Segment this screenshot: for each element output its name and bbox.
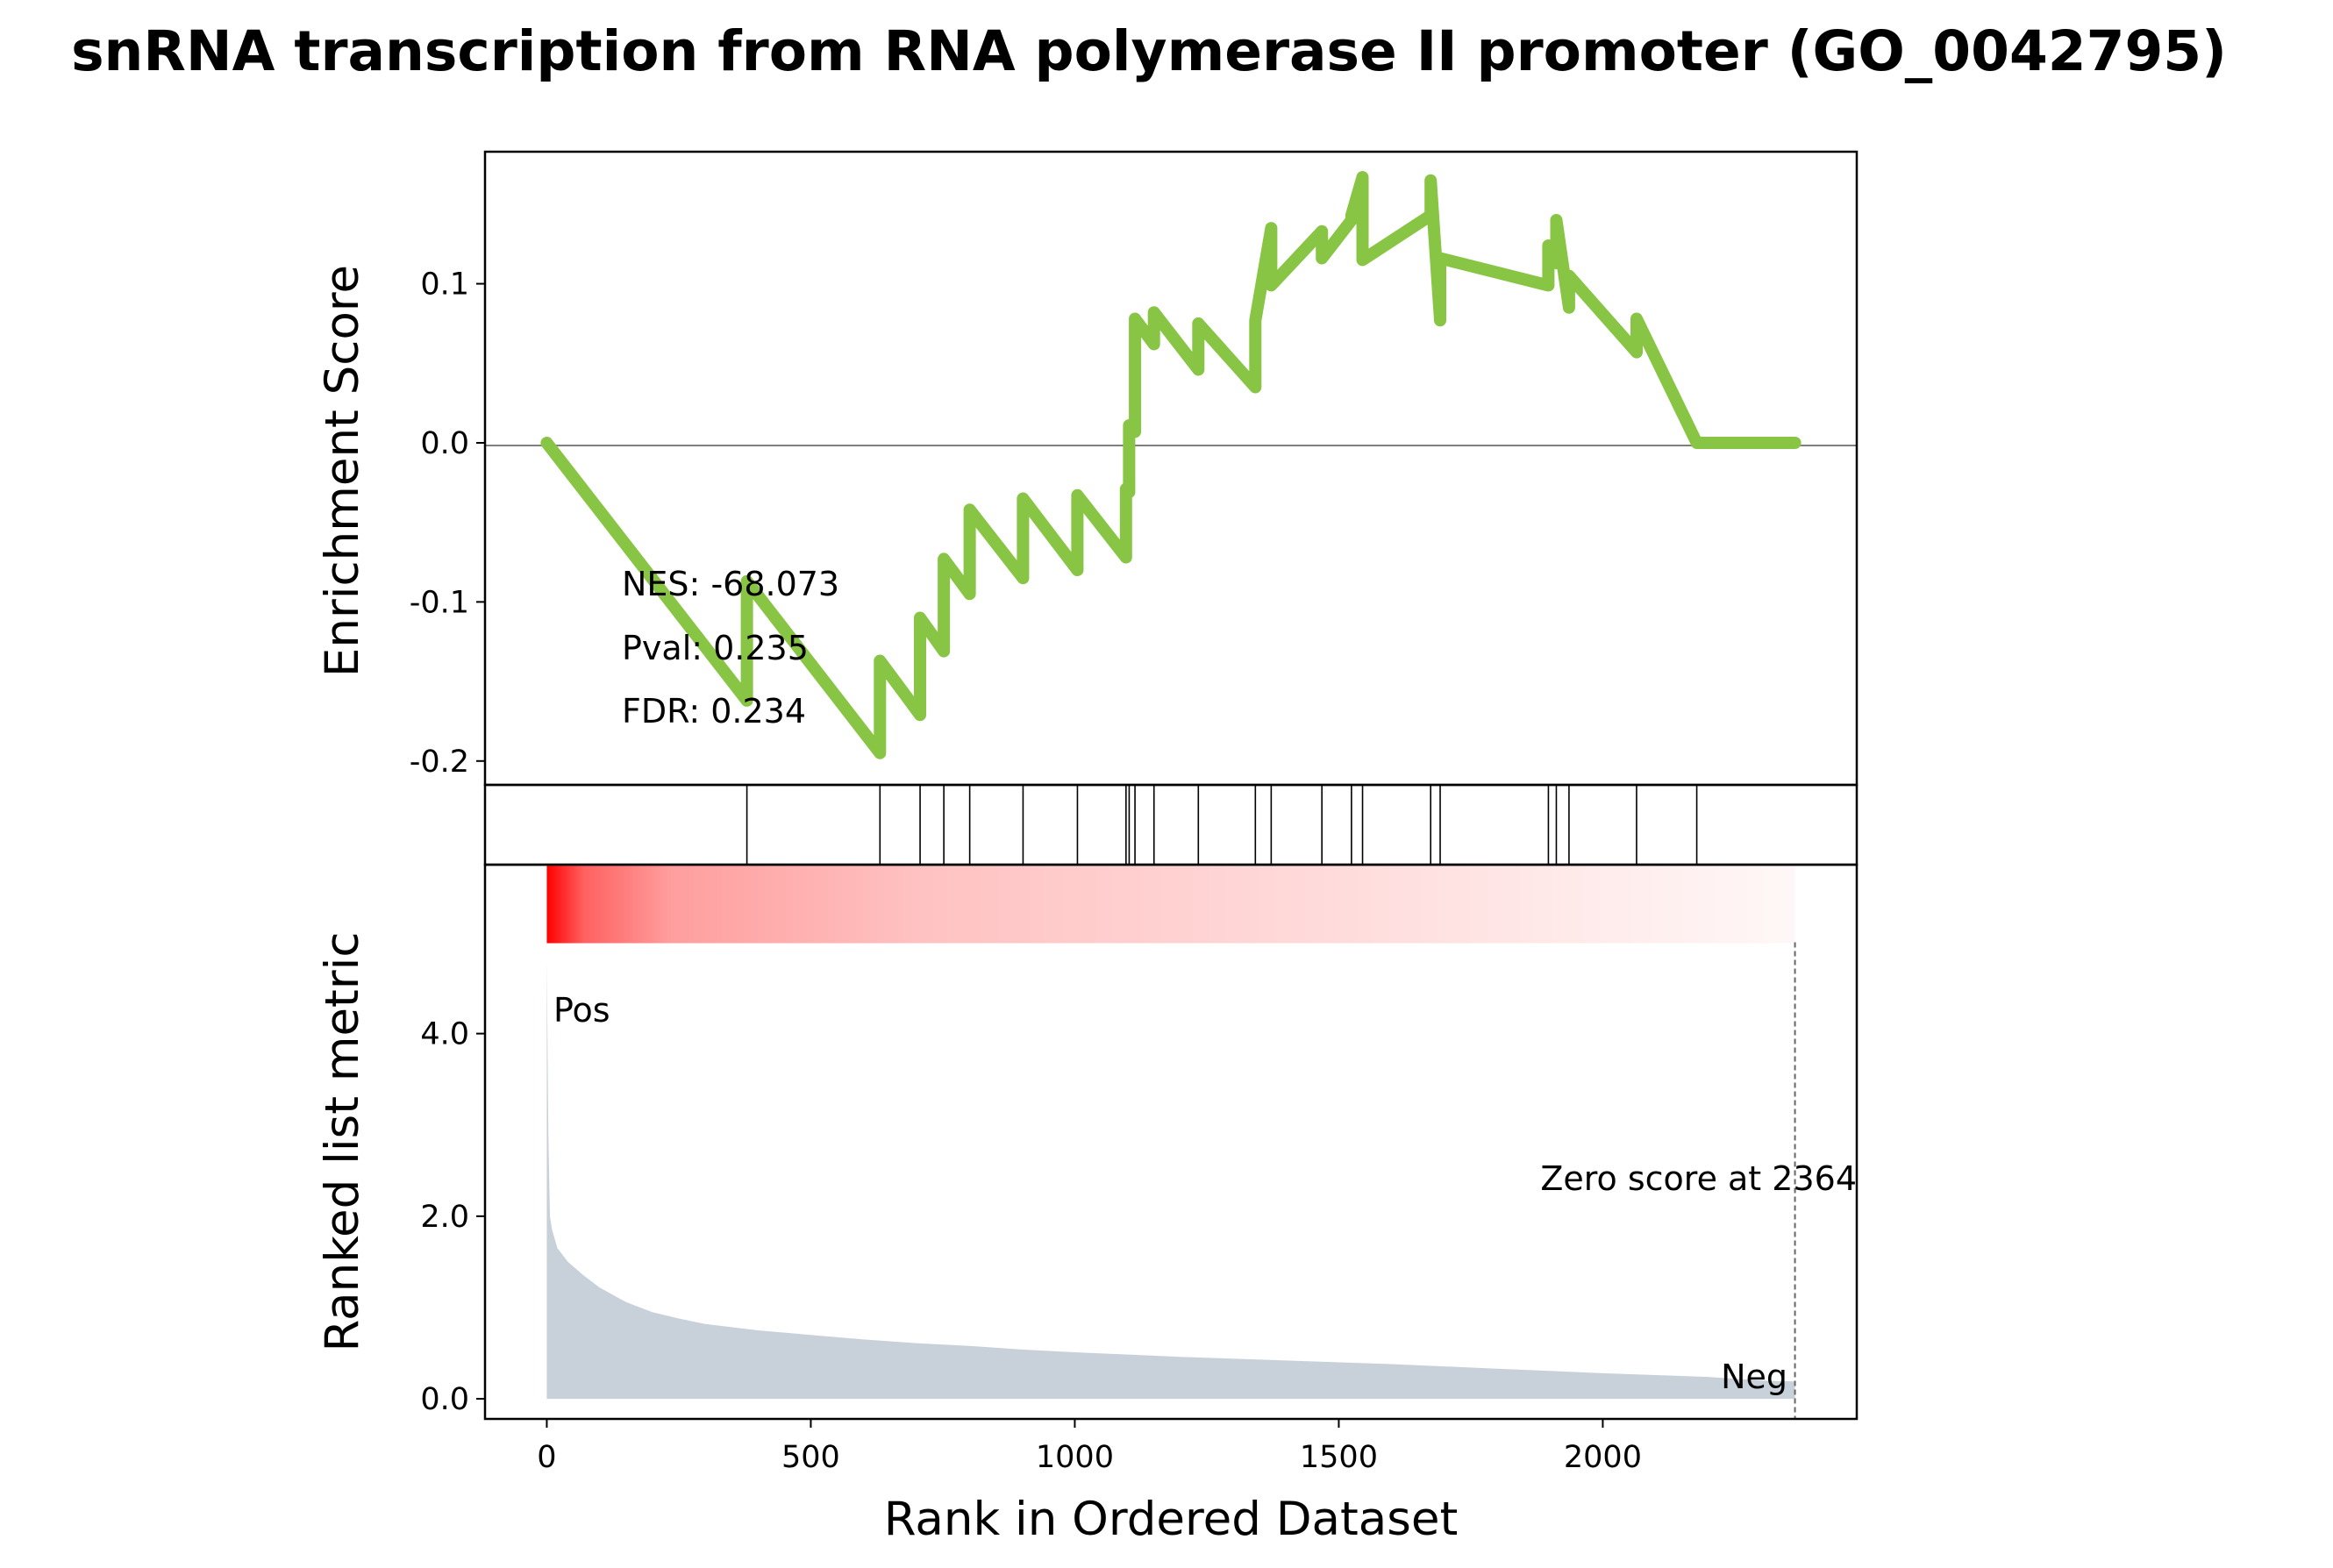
x-tick-label: 1500 bbox=[1300, 1440, 1378, 1475]
es-panel-frame bbox=[483, 150, 1859, 787]
x-tick-label: 0 bbox=[537, 1440, 556, 1475]
pos-label: Pos bbox=[553, 991, 610, 1030]
metric-y-tick-label: 2.0 bbox=[420, 1200, 469, 1235]
ranked-metric-area bbox=[546, 960, 1795, 1400]
zero-score-label: Zero score at 2364 bbox=[1540, 1159, 1857, 1198]
x-tick-label: 500 bbox=[781, 1440, 840, 1475]
hit-markers bbox=[746, 785, 1698, 865]
metric-panel: 0.0 2.0 4.0 Pos Neg Zero score at 2364 Ran… bbox=[316, 863, 1859, 1421]
x-tick-label: 1000 bbox=[1036, 1440, 1114, 1475]
nes-stat: NES: -68.073 bbox=[622, 565, 839, 603]
es-panel: 0.1 0.0 -0.1 -0.2 Enrichment Score NES: -68… bbox=[316, 150, 1859, 787]
es-y-ticks: 0.1 0.0 -0.1 -0.2 bbox=[410, 267, 485, 780]
metric-y-axis-label: Ranked list metric bbox=[316, 932, 369, 1352]
x-tick-label: 2000 bbox=[1564, 1440, 1642, 1475]
running-es-line bbox=[540, 171, 1801, 759]
es-y-axis-label: Enrichment Score bbox=[316, 265, 369, 677]
es-y-tick-label: -0.2 bbox=[410, 745, 469, 780]
x-axis-label: Rank in Ordered Dataset bbox=[884, 1493, 1459, 1546]
hits-panel bbox=[483, 783, 1859, 866]
es-y-tick-label: 0.1 bbox=[420, 267, 469, 303]
pval-stat: Pval: 0.235 bbox=[622, 629, 809, 667]
metric-y-ticks: 0.0 2.0 4.0 bbox=[420, 1017, 485, 1417]
es-y-tick-label: 0.0 bbox=[420, 426, 469, 461]
metric-y-tick-label: 4.0 bbox=[420, 1017, 469, 1052]
es-y-tick-label: -0.1 bbox=[410, 585, 469, 620]
rank-heatmap-bar bbox=[546, 866, 1795, 944]
metric-panel-frame bbox=[483, 863, 1859, 1421]
chart-title: snRNA transcription from RNA polymerase … bbox=[71, 19, 2227, 83]
neg-label: Neg bbox=[1721, 1358, 1787, 1396]
hits-panel-frame bbox=[483, 783, 1859, 866]
fdr-stat: FDR: 0.234 bbox=[622, 692, 806, 731]
metric-y-tick-label: 0.0 bbox=[420, 1382, 469, 1417]
x-axis-ticks: 0 500 1000 1500 2000 bbox=[537, 1419, 1642, 1475]
